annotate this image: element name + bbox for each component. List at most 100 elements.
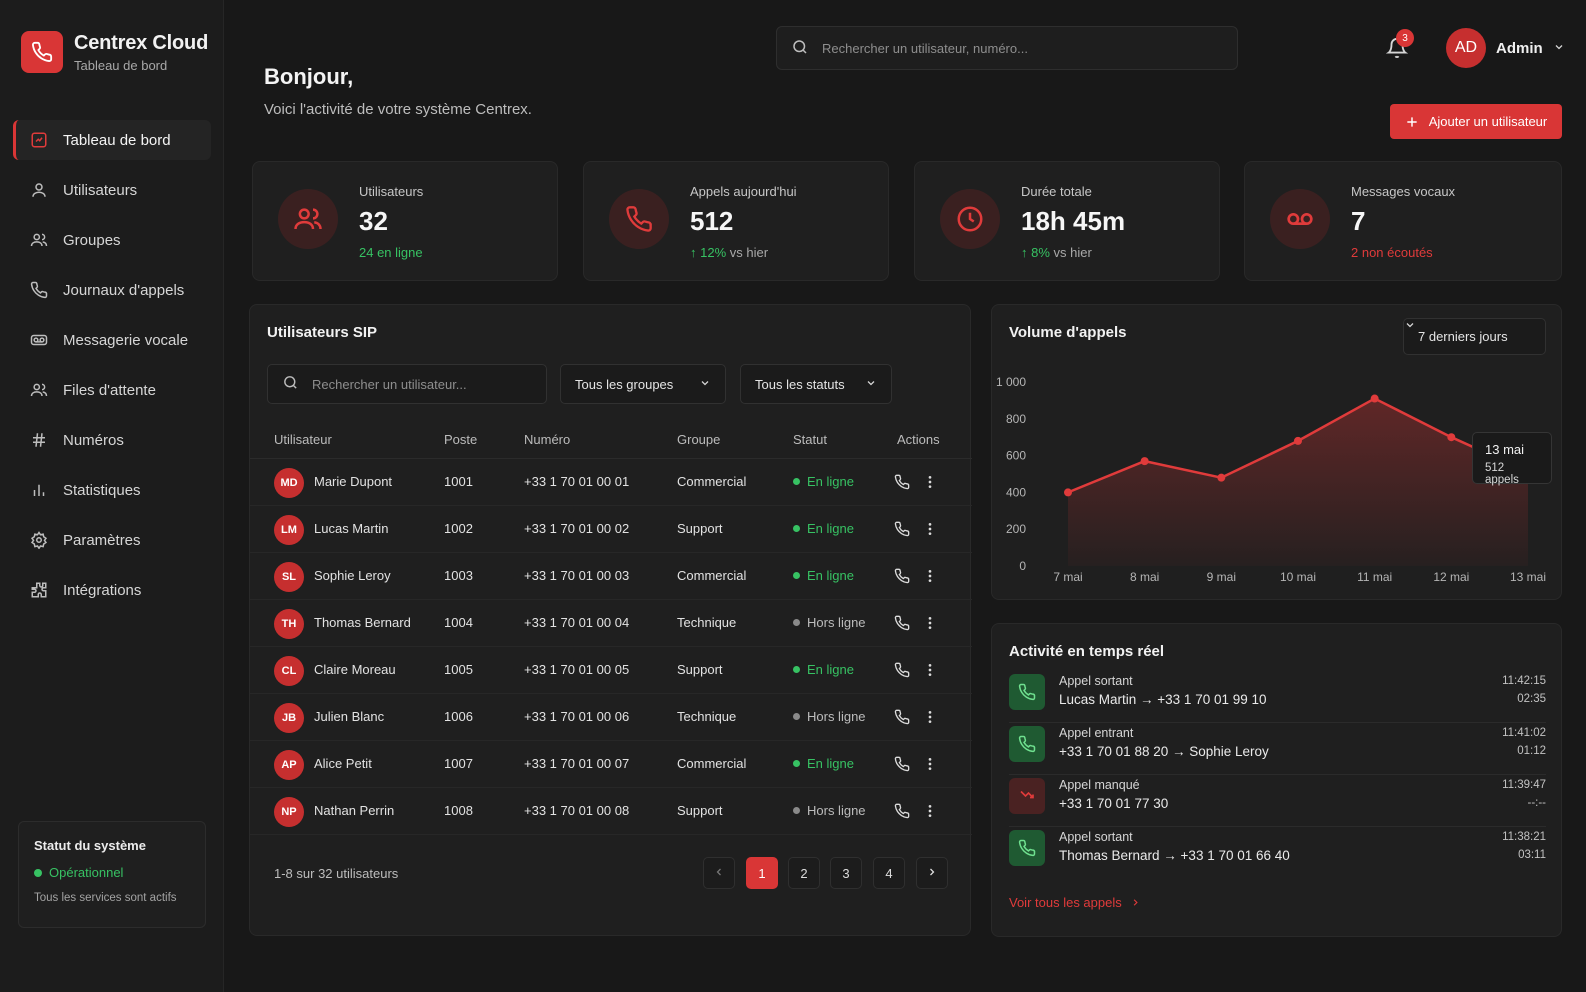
call-button[interactable] <box>892 613 912 633</box>
column-header[interactable]: Statut <box>793 432 827 447</box>
page-button-4[interactable]: 4 <box>873 857 905 889</box>
add-user-button[interactable]: Ajouter un utilisateur <box>1390 104 1562 139</box>
phone-icon <box>609 189 669 249</box>
user-name[interactable]: Thomas Bernard <box>314 615 411 630</box>
chevron-left-icon <box>713 866 725 881</box>
phone-icon <box>894 803 910 819</box>
table-row[interactable]: TH Thomas Bernard 1004 +33 1 70 01 00 04 Tec… <box>250 600 972 647</box>
x-tick-label: 10 mai <box>1280 570 1316 584</box>
see-all-calls-link[interactable]: Voir tous les appels <box>1009 895 1141 910</box>
page-title: Bonjour, <box>264 64 354 89</box>
extension: 1002 <box>444 521 473 536</box>
y-tick-label: 1 000 <box>996 375 1026 389</box>
x-tick-label: 12 mai <box>1433 570 1469 584</box>
column-header[interactable]: Groupe <box>677 432 721 447</box>
activity-item[interactable]: Appel sortant Thomas Bernard → +33 1 70 0… <box>1009 827 1546 879</box>
sip-search[interactable] <box>267 364 547 404</box>
range-select[interactable]: 7 derniers jours <box>1403 318 1546 355</box>
user-menu[interactable]: AD Admin <box>1446 28 1565 68</box>
activity-item[interactable]: Appel entrant +33 1 70 01 88 20 → Sophie … <box>1009 723 1546 775</box>
more-actions-button[interactable] <box>920 801 940 821</box>
call-button[interactable] <box>892 472 912 492</box>
user-name[interactable]: Lucas Martin <box>314 521 389 536</box>
more-actions-button[interactable] <box>920 472 940 492</box>
more-actions-button[interactable] <box>920 566 940 586</box>
call-button[interactable] <box>892 707 912 727</box>
table-row[interactable]: CL Claire Moreau 1005 +33 1 70 01 00 05 Supp… <box>250 647 972 694</box>
table-row[interactable]: JB Julien Blanc 1006 +33 1 70 01 00 06 Techn… <box>250 694 972 741</box>
sidebar-item-settings[interactable]: Paramètres <box>13 520 211 560</box>
avatar: TH <box>274 609 304 639</box>
table-row[interactable]: MD Marie Dupont 1001 +33 1 70 01 00 01 Comme… <box>250 459 972 506</box>
system-status-label: Opérationnel <box>49 865 124 880</box>
sidebar-item-numbers[interactable]: Numéros <box>13 420 211 460</box>
phone-number: +33 1 70 01 00 02 <box>524 521 630 536</box>
more-vertical-icon <box>922 615 938 631</box>
chart-title: Volume d'appels <box>1009 324 1127 341</box>
table-row[interactable]: AP Alice Petit 1007 +33 1 70 01 00 07 Commer… <box>250 741 972 788</box>
status-filter-select[interactable]: Tous les statuts <box>740 364 892 404</box>
more-actions-button[interactable] <box>920 754 940 774</box>
call-button[interactable] <box>892 519 912 539</box>
status-badge: Hors ligne <box>793 803 866 818</box>
sidebar-item-statistics[interactable]: Statistiques <box>13 470 211 510</box>
table-row[interactable]: LM Lucas Martin 1002 +33 1 70 01 00 02 Suppo… <box>250 506 972 553</box>
call-button[interactable] <box>892 754 912 774</box>
call-button[interactable] <box>892 566 912 586</box>
activity-time: 11:39:47 <box>1502 779 1546 791</box>
user-name[interactable]: Nathan Perrin <box>314 803 395 818</box>
sidebar-item-voicemail[interactable]: Messagerie vocale <box>13 320 211 360</box>
chevron-right-icon <box>1130 897 1141 908</box>
sidebar-item-queues[interactable]: Files d'attente <box>13 370 211 410</box>
activity-item[interactable]: Appel sortant Lucas Martin → +33 1 70 01 … <box>1009 671 1546 723</box>
sidebar-item-dashboard[interactable]: Tableau de bord <box>13 120 211 160</box>
user-name[interactable]: Sophie Leroy <box>314 568 391 583</box>
call-volume-card: Volume d'appels 7 derniers jours 0 200 400… <box>991 304 1562 600</box>
group-filter-value: Tous les groupes <box>575 376 674 392</box>
user-name[interactable]: Julien Blanc <box>314 709 385 724</box>
extension: 1007 <box>444 756 473 771</box>
prev-page-button[interactable] <box>703 857 735 889</box>
user-name[interactable]: Claire Moreau <box>314 662 396 677</box>
more-actions-button[interactable] <box>920 613 940 633</box>
group-filter-select[interactable]: Tous les groupes <box>560 364 726 404</box>
extension: 1001 <box>444 474 473 489</box>
arrow-up-icon: ↑ <box>1021 245 1028 260</box>
page-button-3[interactable]: 3 <box>830 857 862 889</box>
stat-label: Appels aujourd'hui <box>690 184 797 199</box>
column-header[interactable]: Numéro <box>524 432 571 447</box>
global-search-input[interactable] <box>822 40 1202 56</box>
column-header[interactable]: Poste <box>444 432 478 447</box>
stat-value: 32 <box>359 206 388 236</box>
avatar: CL <box>274 656 304 686</box>
sidebar-item-groups[interactable]: Groupes <box>13 220 211 260</box>
activity-item[interactable]: Appel manqué +33 1 70 01 77 30 11:39:47 --:… <box>1009 775 1546 827</box>
sip-search-input[interactable] <box>312 376 532 392</box>
page-button-2[interactable]: 2 <box>788 857 820 889</box>
sidebar-item-users[interactable]: Utilisateurs <box>13 170 211 210</box>
activity-duration: 03:11 <box>1518 849 1546 861</box>
call-button[interactable] <box>892 660 912 680</box>
next-page-button[interactable] <box>916 857 948 889</box>
user-name[interactable]: Alice Petit <box>314 756 372 771</box>
avatar: NP <box>274 797 304 827</box>
sidebar-item-label: Intégrations <box>63 581 142 599</box>
sidebar-item-call-logs[interactable]: Journaux d'appels <box>13 270 211 310</box>
stat-card-voicemail: Messages vocaux 7 2 non écoutés <box>1244 161 1562 281</box>
phone-number: +33 1 70 01 00 05 <box>524 662 630 677</box>
column-header[interactable]: Utilisateur <box>274 432 332 447</box>
page-button-1[interactable]: 1 <box>746 857 778 889</box>
table-row[interactable]: SL Sophie Leroy 1003 +33 1 70 01 00 03 Comme… <box>250 553 972 600</box>
stat-value: 512 <box>690 206 734 236</box>
table-row[interactable]: NP Nathan Perrin 1008 +33 1 70 01 00 08 Supp… <box>250 788 972 835</box>
more-actions-button[interactable] <box>920 519 940 539</box>
more-actions-button[interactable] <box>920 707 940 727</box>
avatar: JB <box>274 703 304 733</box>
more-actions-button[interactable] <box>920 660 940 680</box>
sidebar-item-integrations[interactable]: Intégrations <box>13 570 211 610</box>
phone-number: +33 1 70 01 00 04 <box>524 615 630 630</box>
global-search[interactable] <box>776 26 1238 70</box>
user-name[interactable]: Marie Dupont <box>314 474 393 489</box>
brand[interactable]: Centrex Cloud Tableau de bord <box>21 31 208 73</box>
call-button[interactable] <box>892 801 912 821</box>
